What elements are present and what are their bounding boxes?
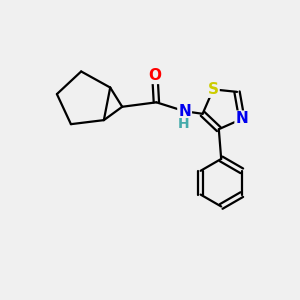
Text: N: N	[178, 104, 191, 119]
Text: O: O	[148, 68, 161, 83]
Text: H: H	[177, 117, 189, 131]
Text: N: N	[236, 112, 248, 127]
Text: S: S	[208, 82, 219, 97]
